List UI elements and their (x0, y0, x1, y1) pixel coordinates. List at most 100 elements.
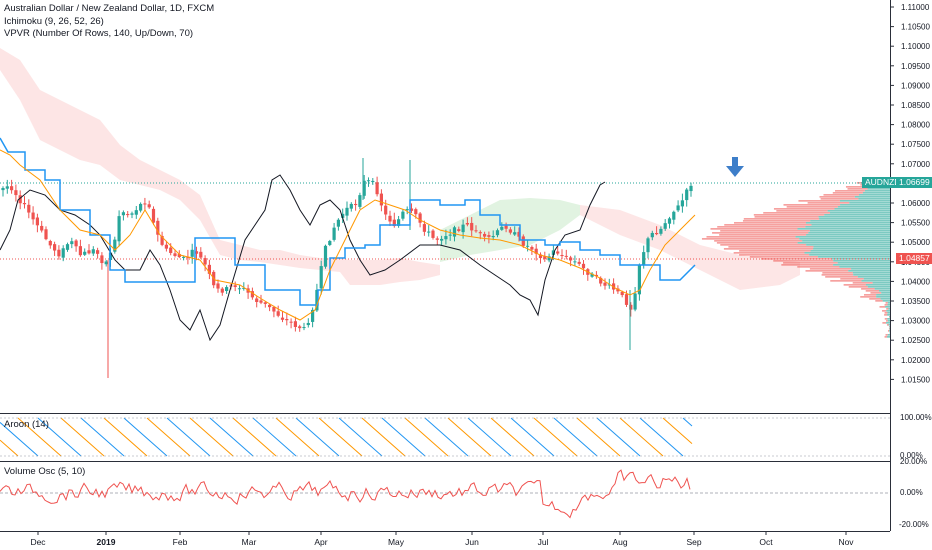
vpvr-row-up (876, 296, 890, 298)
candle-body (573, 261, 577, 263)
vpvr-row-down (832, 192, 863, 194)
vpvr-row-up (887, 336, 890, 338)
vpvr-row-up (813, 248, 890, 250)
vpvr-row-down (743, 218, 820, 220)
vpvr-row-down (886, 308, 889, 310)
vpvr-row-up (830, 212, 890, 214)
vpvr-row-up (809, 254, 890, 256)
vpvr-row-up (849, 202, 890, 204)
candle-body (272, 306, 276, 312)
candle-body (624, 294, 629, 305)
symbol-title[interactable]: Australian Dollar / New Zealand Dollar, … (4, 3, 215, 14)
candle-body (577, 261, 581, 264)
candle-body (70, 241, 74, 245)
vpvr-row-up (863, 278, 890, 280)
price-tick-label: 1.09500 (901, 62, 930, 71)
candle-body (521, 236, 525, 246)
candle-body (44, 229, 48, 240)
candle-body (143, 203, 147, 205)
candle-body (1, 188, 5, 191)
candle-body (603, 282, 607, 286)
candle-body (465, 223, 469, 225)
vpvr-row-down (797, 266, 840, 268)
candle-body (495, 230, 500, 236)
vpvr-row-down (885, 302, 888, 304)
time-tick-label: Aug (612, 537, 627, 547)
vpvr-row-up (887, 320, 890, 322)
candle-body (27, 204, 31, 213)
candle-body (590, 273, 594, 277)
volume-osc-legend[interactable]: Volume Osc (5, 10) (4, 466, 86, 477)
vpvr-row-down (819, 196, 855, 198)
vpvr-row-up (806, 234, 890, 236)
candle-body (199, 251, 203, 258)
vpvr-row-down (742, 220, 811, 222)
aroon-legend[interactable]: Aroon (14) (4, 419, 49, 430)
candle-body (345, 207, 349, 216)
candle-body (431, 230, 435, 238)
candle-body (216, 283, 220, 289)
vosc-tick-neg20: -20.00% (899, 520, 929, 529)
candle-body (332, 227, 336, 240)
vpvr-row-up (797, 242, 890, 244)
vpvr-legend[interactable]: VPVR (Number Of Rows, 140, Up/Down, 70) (4, 28, 194, 39)
candle-body (83, 251, 87, 255)
vpvr-row-up (808, 232, 890, 234)
vpvr-row-down (807, 202, 850, 204)
candle-body (242, 287, 246, 289)
candle-body (409, 208, 414, 211)
vpvr-row-up (861, 280, 890, 282)
candle-body (100, 255, 104, 264)
candle-body (134, 210, 138, 215)
chart-legend: Australian Dollar / New Zealand Dollar, … (4, 3, 214, 41)
candle-body (207, 264, 211, 274)
vpvr-row-down (860, 296, 877, 298)
vpvr-row-up (887, 312, 890, 314)
candle-body (470, 222, 474, 231)
price-tick-label: 1.04000 (901, 277, 930, 286)
vpvr-row-up (810, 250, 890, 252)
vpvr-row-up (874, 288, 890, 290)
candle-body (40, 225, 44, 231)
arrow-down-icon[interactable] (726, 157, 744, 177)
vpvr-row-down (885, 334, 888, 336)
candle-body (384, 205, 388, 215)
vpvr-row-down (821, 274, 854, 276)
candle-body (298, 326, 302, 329)
candle-body (169, 247, 173, 253)
candle-body (530, 246, 534, 250)
vpvr-row-up (885, 306, 890, 308)
candle-body (444, 236, 448, 240)
volume-profile (701, 178, 890, 338)
time-axis[interactable]: Dec 2019 Feb Mar Apr May Jun Jul Aug Sep Oct Nov (30, 531, 854, 547)
price-axis[interactable]: 1.11000 1.10500 1.10000 1.09500 1.09000 1.085… (890, 3, 930, 384)
candle-body (31, 212, 35, 220)
candle-body (637, 264, 641, 295)
vpvr-row-down (728, 246, 814, 248)
time-tick-label: 2019 (97, 537, 116, 547)
vpvr-row-down (805, 270, 849, 272)
candle-body (126, 214, 130, 216)
candle-body (452, 227, 457, 237)
candle-body (435, 238, 439, 240)
vpvr-row-down (882, 322, 887, 324)
candle-body (569, 257, 573, 261)
vpvr-row-up (799, 238, 890, 240)
time-tick-label: Sep (686, 537, 701, 547)
candle-body (306, 322, 310, 326)
candle-body (190, 249, 194, 257)
vpvr-row-up (806, 222, 890, 224)
vpvr-row-up (878, 290, 890, 292)
vpvr-row-down (734, 222, 807, 224)
vpvr-row-down (783, 204, 841, 206)
vpvr-row-up (886, 322, 890, 324)
current-price-tag: 1.06699 (896, 177, 932, 188)
ichimoku-legend[interactable]: Ichimoku (9, 26, 52, 26) (4, 15, 104, 27)
candle-body (293, 321, 297, 327)
candle-body (151, 208, 156, 223)
candle-body (478, 232, 482, 234)
candle-body (414, 209, 418, 215)
candle-body (65, 244, 70, 250)
aroon-tick-0: 0.00% (900, 451, 923, 460)
